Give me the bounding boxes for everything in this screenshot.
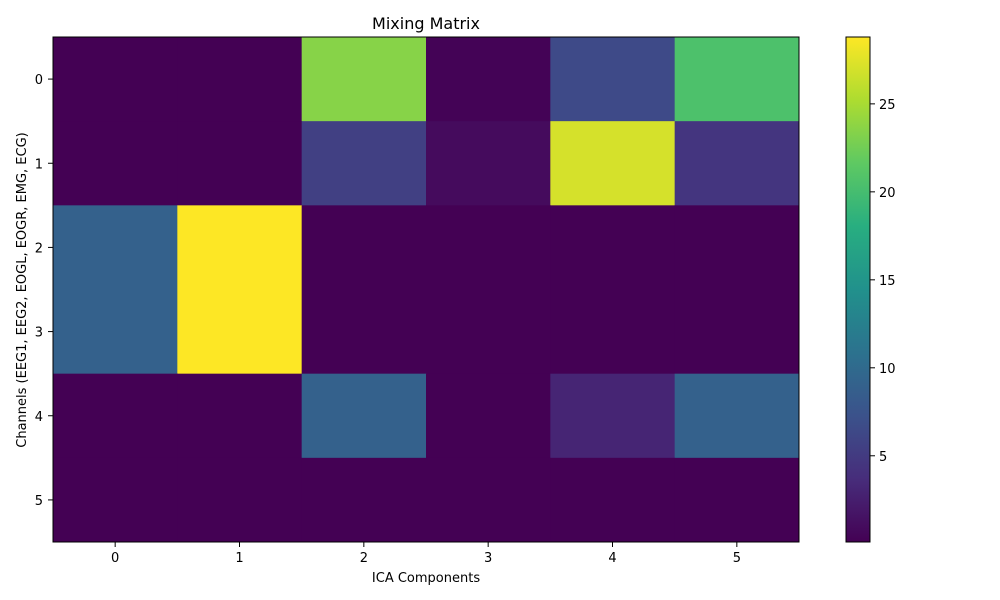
colorbar-tick-label: 5 <box>879 450 887 465</box>
heatmap-cell <box>550 289 676 375</box>
x-tick-label: 5 <box>733 551 741 566</box>
heatmap-cell <box>53 373 178 459</box>
heatmap-cell <box>177 121 303 206</box>
x-axis-ticks: 0 1 2 3 4 5 <box>111 542 741 566</box>
y-tick-label: 1 <box>35 157 43 172</box>
heatmap-cell <box>301 37 427 122</box>
x-tick-label: 2 <box>360 551 368 566</box>
heatmap-cell <box>177 289 303 375</box>
heatmap-cells <box>53 37 800 543</box>
colorbar-tick-label: 25 <box>879 98 896 113</box>
heatmap-cell <box>426 289 551 375</box>
heatmap-cell <box>426 373 551 459</box>
y-tick-label: 5 <box>35 494 43 509</box>
x-tick-label: 4 <box>608 551 616 566</box>
colorbar-tick-label: 15 <box>879 274 896 289</box>
heatmap-cell <box>674 37 800 122</box>
heatmap-cell <box>177 373 303 459</box>
heatmap-cell <box>301 373 427 459</box>
heatmap-cell <box>426 205 551 290</box>
x-tick-label: 1 <box>235 551 243 566</box>
colorbar <box>845 36 871 543</box>
heatmap-cell <box>301 457 427 543</box>
heatmap-cell <box>53 205 178 290</box>
heatmap-cell <box>674 121 800 206</box>
x-tick-label: 0 <box>111 551 119 566</box>
heatmap-cell <box>550 373 676 459</box>
heatmap-cell <box>53 289 178 375</box>
heatmap-cell <box>301 289 427 375</box>
y-tick-label: 2 <box>35 241 43 256</box>
heatmap-cell <box>674 457 800 543</box>
heatmap-cell <box>550 205 676 290</box>
heatmap-cell <box>550 121 676 206</box>
heatmap-cell <box>177 37 303 122</box>
heatmap-cell <box>177 457 303 543</box>
y-tick-label: 0 <box>35 73 43 88</box>
heatmap-cell <box>550 37 676 122</box>
chart-title: Mixing Matrix <box>372 14 480 33</box>
heatmap-cell <box>550 457 676 543</box>
x-axis-label: ICA Components <box>372 571 480 586</box>
heatmap-cell <box>426 121 551 206</box>
heatmap-cell <box>674 205 800 290</box>
colorbar-tick-label: 20 <box>879 186 896 201</box>
y-tick-label: 4 <box>35 410 43 425</box>
y-axis-label: Channels (EEG1, EEG2, EOGL, EOGR, EMG, E… <box>15 132 30 447</box>
colorbar-ticks: 5 10 15 20 25 <box>870 98 896 465</box>
heatmap-cell <box>53 457 178 543</box>
heatmap-cell <box>426 37 551 122</box>
heatmap-cell <box>426 457 551 543</box>
x-tick-label: 3 <box>484 551 492 566</box>
heatmap-cell <box>53 121 178 206</box>
heatmap-cell <box>53 37 178 122</box>
heatmap-cell <box>177 205 303 290</box>
heatmap-cell <box>674 373 800 459</box>
y-tick-label: 3 <box>35 326 43 341</box>
heatmap-cell <box>674 289 800 375</box>
colorbar-tick-label: 10 <box>879 362 896 377</box>
heatmap-cell <box>301 121 427 206</box>
y-axis-ticks: 0 1 2 3 4 5 <box>35 73 53 509</box>
heatmap-cell <box>301 205 427 290</box>
plot-frame <box>52 36 800 543</box>
